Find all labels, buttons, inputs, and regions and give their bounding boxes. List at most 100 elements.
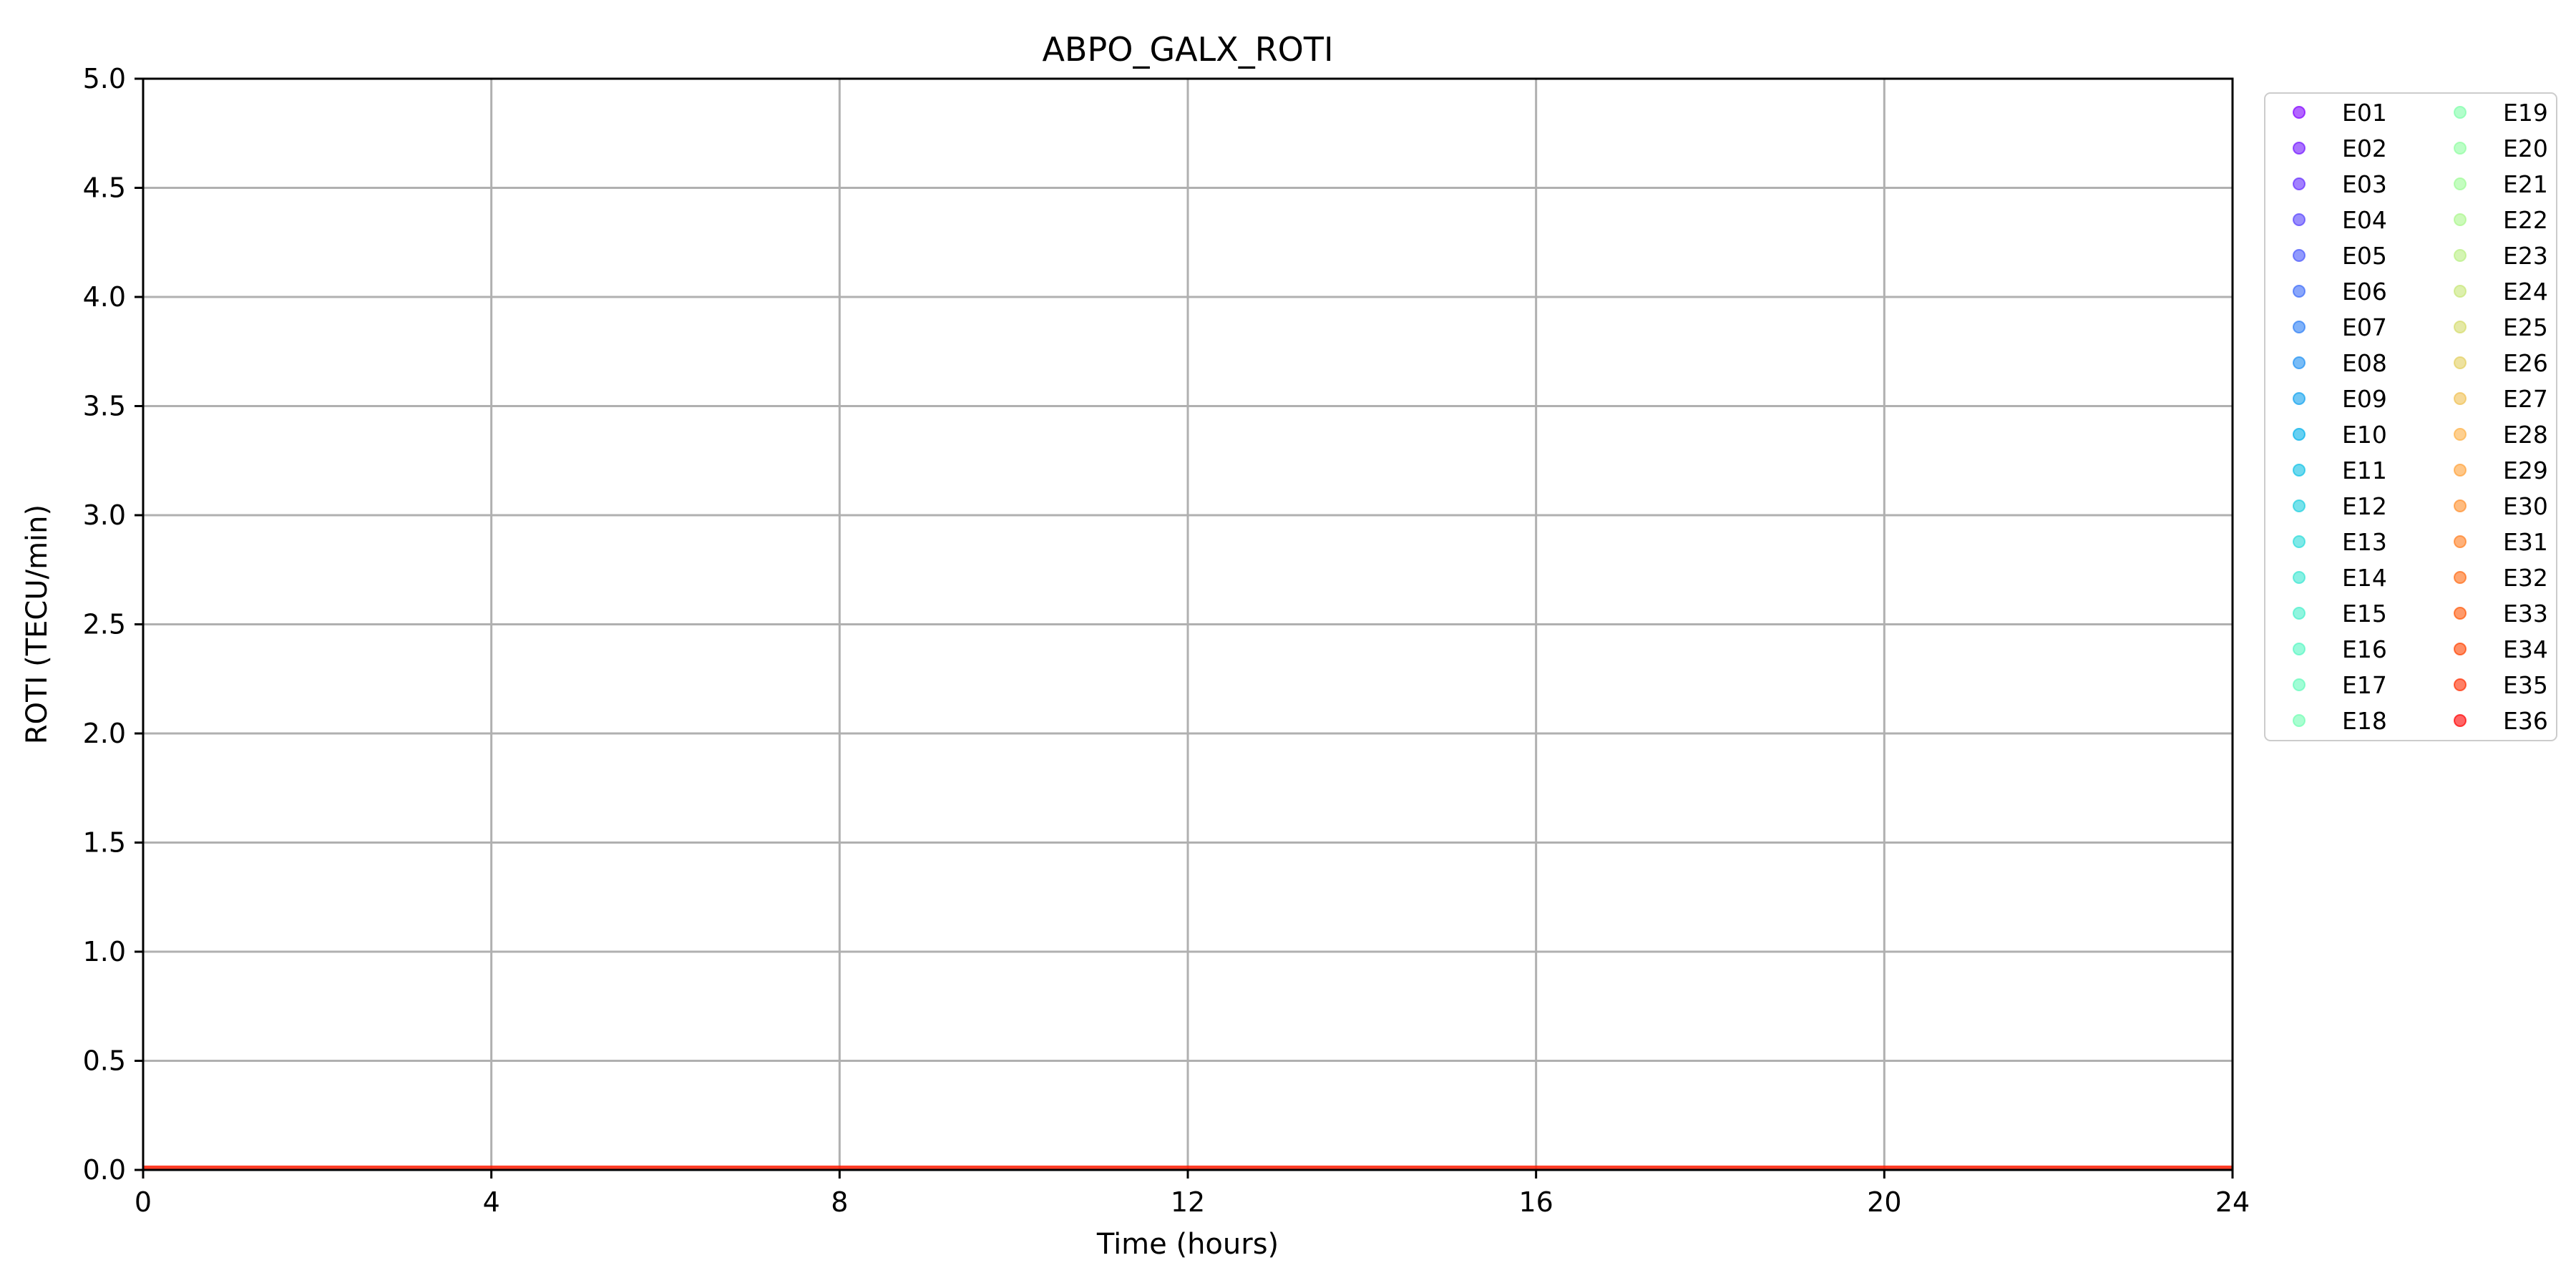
legend-marker	[2293, 177, 2306, 190]
legend-label: E16	[2342, 635, 2387, 663]
legend-label: E20	[2503, 135, 2548, 162]
legend-marker	[2454, 392, 2467, 405]
legend-marker	[2293, 643, 2306, 655]
legend-label: E13	[2342, 528, 2387, 556]
y-tick-label: 4.0	[83, 281, 126, 313]
plot-data	[143, 1165, 2233, 1170]
legend-label: E07	[2342, 313, 2387, 341]
x-tick-label: 4	[483, 1186, 500, 1218]
legend-marker	[2454, 356, 2467, 369]
legend-marker	[2293, 571, 2306, 584]
legend-marker	[2454, 678, 2467, 691]
chart-title: ABPO_GALX_ROTI	[1042, 30, 1333, 69]
legend-label: E28	[2503, 421, 2548, 449]
legend-label: E05	[2342, 242, 2387, 270]
legend-label: E29	[2503, 457, 2548, 484]
x-tick-label: 0	[135, 1186, 152, 1218]
legend-marker	[2293, 106, 2306, 119]
legend-label: E15	[2342, 600, 2387, 628]
x-tick-label: 8	[831, 1186, 848, 1218]
legend-marker	[2293, 428, 2306, 441]
y-tick-label: 0.0	[83, 1154, 126, 1186]
x-axis-ticks: 0 4 8 12 16 20 24	[135, 1170, 2250, 1218]
legend-label: E04	[2342, 206, 2387, 234]
legend-label: E35	[2503, 671, 2548, 699]
y-tick-label: 0.5	[83, 1045, 126, 1077]
legend-label: E01	[2342, 99, 2387, 127]
legend-marker	[2454, 607, 2467, 620]
legend-label: E11	[2342, 457, 2387, 484]
legend-label: E19	[2503, 99, 2548, 127]
grid-lines	[142, 77, 2234, 1171]
y-tick-label: 3.0	[83, 499, 126, 531]
legend-marker	[2454, 499, 2467, 512]
legend-marker	[2454, 249, 2467, 262]
legend-label: E09	[2342, 385, 2387, 413]
legend-marker	[2454, 285, 2467, 298]
legend-marker	[2454, 428, 2467, 441]
legend-marker	[2293, 678, 2306, 691]
legend-label: E10	[2342, 421, 2387, 449]
y-axis-title: ROTI (TECU/min)	[21, 504, 54, 744]
x-tick-label: 12	[1171, 1186, 1205, 1218]
legend-label: E26	[2503, 349, 2548, 377]
legend-marker	[2293, 285, 2306, 298]
legend: E01 E02 E03 E04 E05 E06 E07 E08 E09 E10 E11 E12 E13 E…	[2264, 92, 2557, 741]
legend-marker	[2454, 106, 2467, 119]
legend-label: E22	[2503, 206, 2548, 234]
y-tick-label: 5.0	[83, 63, 126, 94]
legend-label: E36	[2503, 707, 2548, 735]
legend-label: E32	[2503, 564, 2548, 592]
legend-marker	[2293, 714, 2306, 727]
legend-marker	[2454, 643, 2467, 655]
legend-marker	[2454, 177, 2467, 190]
legend-marker	[2293, 213, 2306, 226]
legend-marker	[2293, 321, 2306, 333]
legend-label: E06	[2342, 278, 2387, 306]
x-tick-label: 16	[1518, 1186, 1553, 1218]
legend-label: E34	[2503, 635, 2548, 663]
legend-label: E24	[2503, 278, 2548, 306]
legend-label: E02	[2342, 135, 2387, 162]
legend-marker	[2293, 499, 2306, 512]
y-tick-label: 1.5	[83, 827, 126, 859]
y-axis-ticks: 0.0 0.5 1.0 1.5 2.0 2.5 3.0 3.5 4.0 4.5 5.0	[83, 63, 143, 1186]
legend-label: E21	[2503, 170, 2548, 198]
legend-label: E17	[2342, 671, 2387, 699]
legend-marker	[2454, 213, 2467, 226]
legend-label: E33	[2503, 600, 2548, 628]
x-axis-title: Time (hours)	[1096, 1228, 1279, 1261]
legend-label: E18	[2342, 707, 2387, 735]
legend-marker	[2454, 142, 2467, 155]
roti-data-band	[143, 1165, 2233, 1170]
legend-marker	[2454, 464, 2467, 477]
legend-marker	[2293, 392, 2306, 405]
legend-marker	[2454, 714, 2467, 727]
legend-label: E14	[2342, 564, 2387, 592]
legend-label: E03	[2342, 170, 2387, 198]
legend-marker	[2293, 607, 2306, 620]
y-tick-label: 4.5	[83, 172, 126, 204]
legend-marker	[2454, 571, 2467, 584]
legend-label: E08	[2342, 349, 2387, 377]
legend-marker	[2293, 356, 2306, 369]
legend-marker	[2293, 535, 2306, 548]
legend-label: E30	[2503, 492, 2548, 520]
legend-marker	[2293, 464, 2306, 477]
legend-label: E27	[2503, 385, 2548, 413]
legend-label: E23	[2503, 242, 2548, 270]
legend-label: E12	[2342, 492, 2387, 520]
legend-marker	[2293, 249, 2306, 262]
legend-marker	[2454, 321, 2467, 333]
y-tick-label: 2.0	[83, 718, 126, 749]
legend-marker	[2293, 142, 2306, 155]
legend-label: E25	[2503, 313, 2548, 341]
x-tick-label: 20	[1867, 1186, 1901, 1218]
y-tick-label: 2.5	[83, 609, 126, 640]
legend-marker	[2454, 535, 2467, 548]
legend-label: E31	[2503, 528, 2548, 556]
legend-box	[2264, 92, 2557, 741]
y-tick-label: 1.0	[83, 936, 126, 967]
y-tick-label: 3.5	[83, 391, 126, 422]
